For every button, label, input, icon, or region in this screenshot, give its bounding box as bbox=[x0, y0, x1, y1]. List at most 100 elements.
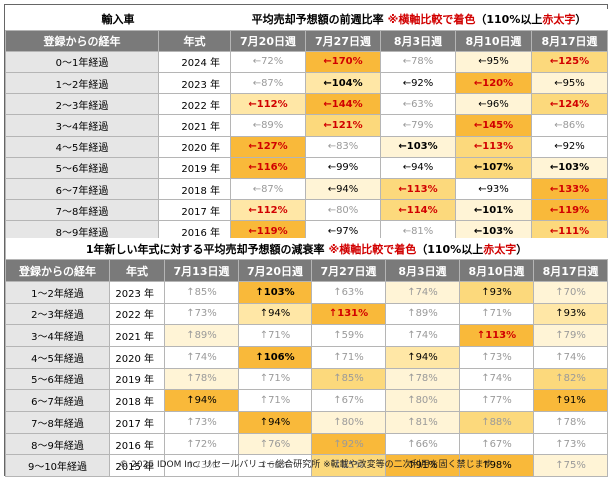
ratio-cell: ↑85% bbox=[311, 454, 386, 478]
row-model-year: 2016 年 bbox=[109, 432, 165, 456]
row-model-year: 2016 年 bbox=[158, 220, 231, 243]
ratio-cell: ↑94% bbox=[164, 389, 239, 412]
ratio-cell: ↑89% bbox=[164, 324, 239, 347]
ratio-cell: ↑94% bbox=[385, 345, 460, 369]
ratio-cell: ←63% bbox=[380, 93, 456, 116]
row-model-year: 2015 年 bbox=[109, 454, 165, 478]
table-row: 1～2年経過 2023 年 ←87% ←104% ←92% ←120% ←95% bbox=[5, 72, 608, 95]
ratio-cell: ↑93% bbox=[532, 302, 609, 326]
title-red-label: 赤太字 bbox=[542, 13, 576, 27]
ratio-cell: ←94% bbox=[305, 177, 381, 201]
ratio-cell: ↑89% bbox=[385, 302, 460, 326]
ratio-cell: ↑74% bbox=[385, 280, 460, 304]
ratio-cell: ↑81% bbox=[385, 411, 460, 434]
title-paren-close: ） bbox=[516, 242, 528, 256]
row-age-label: 2～3年経過 bbox=[5, 302, 110, 326]
ratio-cell: ↑88% bbox=[459, 411, 534, 434]
ratio-cell: ←113% bbox=[455, 135, 532, 158]
row-age-label: 4～5年経過 bbox=[5, 135, 159, 158]
column-header-week: 7月27日週 bbox=[305, 29, 381, 52]
ratio-cell: ↑92% bbox=[311, 432, 386, 456]
ratio-cell: ←79% bbox=[380, 114, 456, 137]
ratio-cell: ←119% bbox=[531, 199, 608, 222]
row-age-label: 5～6年経過 bbox=[5, 156, 159, 180]
column-header-age: 登録からの経年 bbox=[5, 29, 159, 52]
column-header-age: 登録からの経年 bbox=[5, 259, 110, 282]
table-row: 1～2年経過 2023 年 ↑85% ↑103% ↑63% ↑74% ↑93% ↑70% bbox=[5, 280, 609, 304]
ratio-cell: ←93% bbox=[455, 177, 532, 201]
ratio-cell: ↑78% bbox=[164, 367, 239, 391]
ratio-cell: ↑78% bbox=[532, 411, 609, 434]
ratio-cell: ←144% bbox=[305, 93, 381, 116]
ratio-cell: ←170% bbox=[305, 50, 381, 74]
row-age-label: 3～4年経過 bbox=[5, 114, 159, 137]
table-row: 6～7年経過 2018 年 ←87% ←94% ←113% ←93% ←133% bbox=[5, 177, 608, 201]
table-row: 5～6年経過 2019 年 ←116% ←99% ←94% ←107% ←103% bbox=[5, 156, 608, 180]
ratio-cell: ↑85% bbox=[311, 367, 386, 391]
ratio-cell: ↑73% bbox=[532, 432, 609, 456]
ratio-cell: ↑91% bbox=[385, 454, 460, 478]
ratio-cell: ↑93% bbox=[459, 280, 534, 304]
row-model-year: 2020 年 bbox=[158, 135, 231, 158]
ratio-cell: ←95% bbox=[455, 50, 532, 74]
year-decay-table: 1年新しい年式に対する平均売却予想額の減衰率 ※横軸比較で着色（110%以上赤太字… bbox=[5, 238, 609, 478]
ratio-cell: ←125% bbox=[531, 50, 608, 74]
ratio-cell: ↑66% bbox=[385, 432, 460, 456]
ratio-cell: ←94% bbox=[380, 156, 456, 180]
ratio-cell: ↑72% bbox=[164, 432, 239, 456]
title-paren-close: ） bbox=[575, 13, 587, 27]
column-header-week: 8月10日週 bbox=[459, 259, 534, 282]
ratio-cell: ↑74% bbox=[385, 324, 460, 347]
column-header-week: 7月20日週 bbox=[238, 259, 312, 282]
column-header-week: 8月17日週 bbox=[531, 29, 608, 52]
ratio-cell: ←103% bbox=[531, 156, 608, 180]
column-header-week: 8月17日週 bbox=[532, 259, 609, 282]
table-row: 7～8年経過 2017 年 ↑73% ↑94% ↑80% ↑81% ↑88% ↑78% bbox=[5, 411, 609, 434]
title-main: 1年新しい年式に対する平均売却予想額の減衰率 bbox=[85, 242, 325, 256]
ratio-cell: ↑106% bbox=[238, 345, 312, 369]
ratio-cell: ↑80% bbox=[385, 389, 460, 412]
ratio-cell: ↑91% bbox=[532, 389, 609, 412]
ratio-cell: ↑80% bbox=[311, 411, 386, 434]
table-title-row: 輸入車 平均売却予想額の前週比率 ※横軸比較で着色（110%以上赤太字） bbox=[5, 9, 608, 31]
row-age-label: 2～3年経過 bbox=[5, 93, 159, 116]
title-main: 平均売却予想額の前週比率 bbox=[251, 13, 384, 27]
copyright-footer: © 2025 IDOM Inc. リセールバリュー総合研究所 ※転載や改変等の二… bbox=[119, 460, 493, 470]
column-header-week: 7月27日週 bbox=[311, 259, 386, 282]
ratio-cell: ↑75% bbox=[532, 454, 609, 478]
column-header-week: 7月20日週 bbox=[230, 29, 306, 52]
ratio-cell: ↑76% bbox=[238, 432, 312, 456]
table-row: 4～5年経過 2020 年 ←127% ←83% ←103% ←113% ←92% bbox=[5, 135, 608, 158]
row-model-year: 2023 年 bbox=[158, 72, 231, 95]
ratio-cell: ↑71% bbox=[311, 345, 386, 369]
ratio-cell: ↑67% bbox=[459, 432, 534, 456]
row-model-year: 2017 年 bbox=[109, 411, 165, 434]
ratio-cell: ←99% bbox=[305, 156, 381, 180]
row-age-label: 3～4年経過 bbox=[5, 324, 110, 347]
ratio-cell: ↑73% bbox=[164, 302, 239, 326]
ratio-cell: ←107% bbox=[455, 156, 532, 180]
ratio-cell: ↑59% bbox=[311, 324, 386, 347]
ratio-cell: ↑131% bbox=[311, 302, 386, 326]
ratio-cell: ↑98% bbox=[459, 454, 534, 478]
column-header-week: 7月13日週 bbox=[164, 259, 239, 282]
table-row: 7～8年経過 2017 年 ←112% ←80% ←114% ←101% ←119% bbox=[5, 199, 608, 222]
column-header-year: 年式 bbox=[109, 259, 165, 282]
title-note: ※横軸比較で着色 bbox=[387, 13, 476, 27]
row-age-label: 7～8年経過 bbox=[5, 411, 110, 434]
ratio-cell: ←116% bbox=[230, 156, 306, 180]
ratio-cell: ←133% bbox=[531, 177, 608, 201]
ratio-cell: ←96% bbox=[455, 93, 532, 116]
row-model-year: 2020 年 bbox=[109, 345, 165, 369]
row-age-label: 8～9年経過 bbox=[5, 220, 159, 243]
ratio-cell: ←145% bbox=[455, 114, 532, 137]
ratio-cell: ←103% bbox=[380, 135, 456, 158]
ratio-cell: ↑77% bbox=[459, 389, 534, 412]
row-age-label: 9～10年経過 bbox=[5, 454, 110, 478]
ratio-cell: ↑71% bbox=[238, 367, 312, 391]
ratio-cell: ↑71% bbox=[238, 389, 312, 412]
title-paren-open: （110%以上 bbox=[416, 242, 484, 256]
table-row: 4～5年経過 2020 年 ↑74% ↑106% ↑71% ↑94% ↑73% ↑74% bbox=[5, 345, 609, 369]
row-model-year: 2022 年 bbox=[109, 302, 165, 326]
row-age-label: 7～8年経過 bbox=[5, 199, 159, 222]
